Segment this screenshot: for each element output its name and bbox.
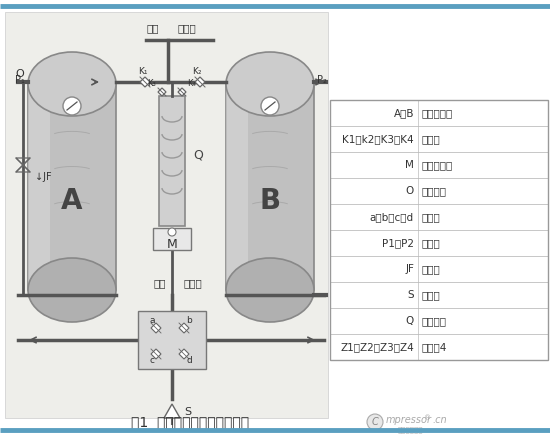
Text: Q: Q: [193, 148, 203, 161]
Polygon shape: [178, 88, 186, 96]
Circle shape: [261, 97, 279, 115]
Text: 中国压缩机网: 中国压缩机网: [397, 427, 423, 433]
Text: P₂: P₂: [317, 75, 327, 85]
Text: 气体: 气体: [147, 23, 159, 33]
Bar: [153, 228, 191, 250]
Text: d: d: [186, 355, 192, 364]
Text: O: O: [406, 186, 414, 196]
Text: b: b: [186, 316, 192, 324]
Text: M: M: [167, 238, 177, 251]
Bar: [330, 334, 548, 360]
Ellipse shape: [226, 52, 314, 116]
Bar: [138, 311, 206, 369]
Text: 电磁阀组: 电磁阀组: [422, 186, 447, 196]
Text: M: M: [405, 160, 414, 170]
Bar: [28, 84, 50, 290]
Ellipse shape: [28, 258, 116, 322]
Bar: [5, 12, 328, 418]
Bar: [330, 126, 548, 152]
Text: c: c: [150, 355, 155, 364]
Bar: [330, 204, 548, 230]
Polygon shape: [164, 404, 180, 418]
Bar: [159, 96, 185, 226]
Text: JF: JF: [405, 264, 414, 274]
Text: K₄: K₄: [188, 79, 196, 89]
Text: C: C: [372, 417, 378, 427]
Text: O: O: [15, 69, 24, 79]
Text: a、b、c、d: a、b、c、d: [370, 212, 414, 222]
Text: K1、k2、K3、K4: K1、k2、K3、K4: [342, 134, 414, 144]
Text: 单向阀: 单向阀: [422, 134, 441, 144]
Text: K₁: K₁: [138, 68, 148, 76]
Ellipse shape: [28, 52, 116, 116]
Text: 气动阀: 气动阀: [422, 212, 441, 222]
Text: P1、P2: P1、P2: [382, 238, 414, 248]
Polygon shape: [151, 323, 161, 333]
Bar: [330, 256, 548, 282]
Bar: [330, 282, 548, 308]
Bar: [330, 100, 548, 360]
Bar: [330, 100, 548, 126]
Text: 调节器: 调节器: [422, 264, 441, 274]
Bar: [226, 84, 248, 290]
Text: P₁: P₁: [15, 75, 25, 85]
Text: A: A: [61, 187, 82, 215]
Text: 吸附干燥筒: 吸附干燥筒: [422, 108, 453, 118]
Text: Q: Q: [406, 316, 414, 326]
Text: S: S: [184, 407, 191, 417]
Text: ®: ®: [425, 415, 432, 421]
Circle shape: [168, 228, 176, 236]
Ellipse shape: [226, 258, 314, 322]
Text: ↓JF: ↓JF: [35, 172, 52, 182]
Circle shape: [63, 97, 81, 115]
Text: K₂: K₂: [192, 68, 202, 76]
Text: Z1、Z2、Z3、Z4: Z1、Z2、Z3、Z4: [340, 342, 414, 352]
Bar: [226, 84, 314, 290]
Text: ）出口: ）出口: [178, 23, 197, 33]
Text: S: S: [408, 290, 414, 300]
Text: 气体: 气体: [154, 278, 166, 288]
Bar: [330, 230, 548, 256]
Text: 消音器: 消音器: [422, 290, 441, 300]
Text: 程序控制器: 程序控制器: [422, 160, 453, 170]
Text: ）进口: ）进口: [184, 278, 203, 288]
Polygon shape: [179, 323, 189, 333]
Text: K₃: K₃: [147, 79, 156, 89]
Text: 压力表: 压力表: [422, 238, 441, 248]
Text: mpressor: mpressor: [386, 415, 432, 425]
Text: B: B: [260, 187, 280, 215]
Polygon shape: [195, 77, 205, 87]
Text: A、B: A、B: [393, 108, 414, 118]
Text: a: a: [149, 316, 155, 324]
Text: 图1  微热吸附式干燥机结构图: 图1 微热吸附式干燥机结构图: [131, 415, 249, 429]
Text: 电加热器: 电加热器: [422, 316, 447, 326]
Polygon shape: [179, 349, 189, 359]
Bar: [330, 308, 548, 334]
Polygon shape: [151, 349, 161, 359]
Bar: [330, 178, 548, 204]
Circle shape: [367, 414, 383, 430]
Text: 扩散器4: 扩散器4: [422, 342, 447, 352]
Text: .cn: .cn: [432, 415, 447, 425]
Polygon shape: [158, 88, 166, 96]
Bar: [28, 84, 116, 290]
Polygon shape: [140, 77, 150, 87]
Bar: [330, 152, 548, 178]
